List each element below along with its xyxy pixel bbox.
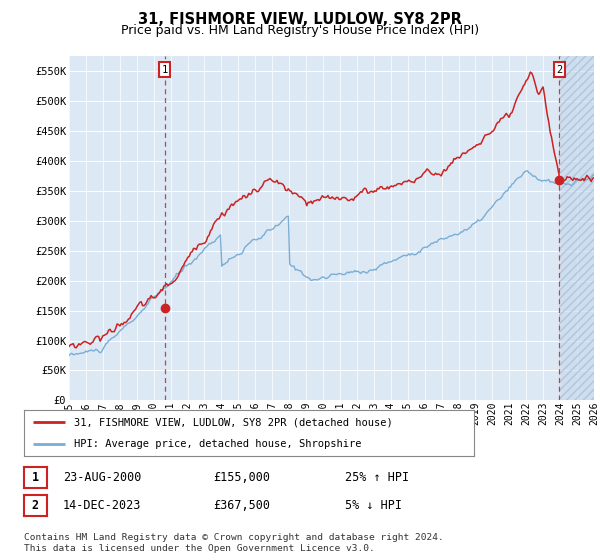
- Text: 5% ↓ HPI: 5% ↓ HPI: [345, 498, 402, 512]
- Bar: [559, 56, 594, 400]
- Text: 25% ↑ HPI: 25% ↑ HPI: [345, 470, 409, 484]
- Text: £367,500: £367,500: [213, 498, 270, 512]
- Text: Contains HM Land Registry data © Crown copyright and database right 2024.
This d: Contains HM Land Registry data © Crown c…: [24, 533, 444, 553]
- Text: 1: 1: [161, 64, 168, 74]
- Text: Price paid vs. HM Land Registry's House Price Index (HPI): Price paid vs. HM Land Registry's House …: [121, 24, 479, 36]
- Text: 31, FISHMORE VIEW, LUDLOW, SY8 2PR (detached house): 31, FISHMORE VIEW, LUDLOW, SY8 2PR (deta…: [74, 417, 392, 427]
- Text: 31, FISHMORE VIEW, LUDLOW, SY8 2PR: 31, FISHMORE VIEW, LUDLOW, SY8 2PR: [138, 12, 462, 27]
- Text: HPI: Average price, detached house, Shropshire: HPI: Average price, detached house, Shro…: [74, 440, 361, 450]
- Text: 1: 1: [32, 471, 39, 484]
- Text: 23-AUG-2000: 23-AUG-2000: [63, 470, 142, 484]
- Text: 2: 2: [556, 64, 563, 74]
- Text: 14-DEC-2023: 14-DEC-2023: [63, 498, 142, 512]
- Text: £155,000: £155,000: [213, 470, 270, 484]
- Text: 2: 2: [32, 499, 39, 512]
